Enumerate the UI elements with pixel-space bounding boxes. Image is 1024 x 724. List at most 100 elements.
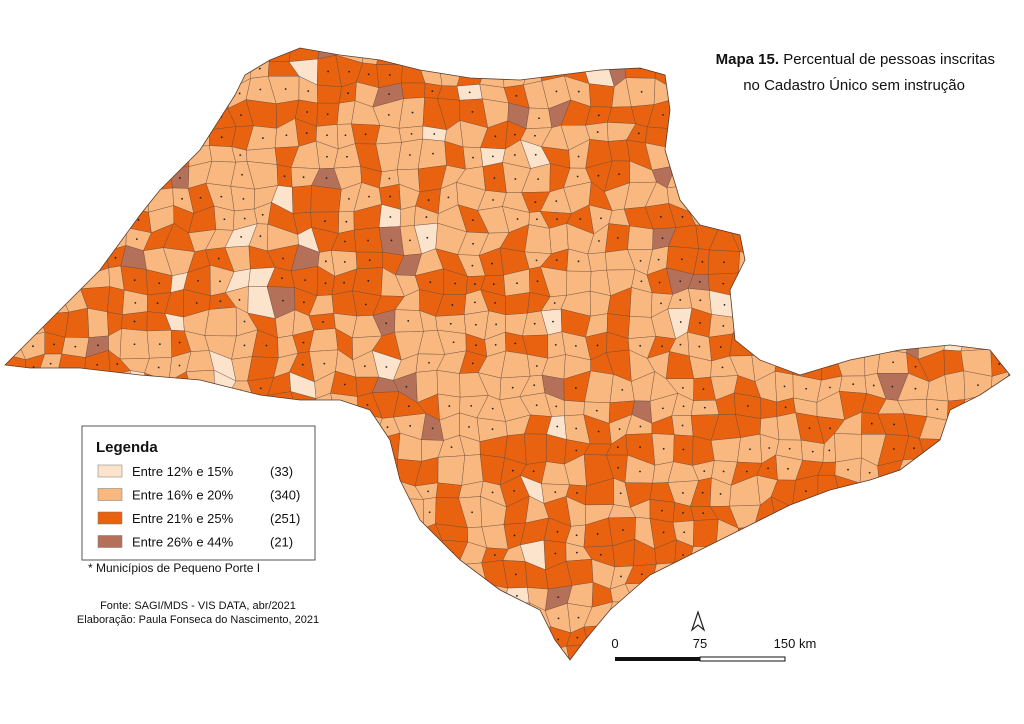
small-municipality-dot xyxy=(92,590,95,593)
municipality xyxy=(718,690,735,715)
municipality xyxy=(793,183,822,214)
municipality xyxy=(843,145,864,172)
municipality xyxy=(1002,626,1010,647)
small-municipality-dot xyxy=(891,213,894,216)
municipality xyxy=(990,122,1010,146)
small-municipality-dot xyxy=(116,93,119,96)
municipality xyxy=(15,227,47,250)
small-municipality-dot xyxy=(450,51,453,54)
small-municipality-dot xyxy=(891,659,894,660)
small-municipality-dot xyxy=(363,365,366,368)
municipality xyxy=(312,539,341,566)
small-municipality-dot xyxy=(33,178,36,181)
municipality xyxy=(776,334,798,355)
small-municipality-dot xyxy=(364,303,367,306)
legend: Legenda Entre 12% e 15% (33) Entre 16% e 2… xyxy=(81,425,316,561)
municipality xyxy=(246,669,277,691)
municipality xyxy=(754,295,773,314)
municipality xyxy=(0,670,22,687)
small-municipality-dot xyxy=(428,533,430,536)
legend-count: (21) xyxy=(270,535,293,550)
small-municipality-dot xyxy=(721,115,723,118)
small-municipality-dot xyxy=(343,261,346,263)
municipality xyxy=(14,564,45,592)
small-municipality-dot xyxy=(829,678,831,680)
municipality xyxy=(793,252,823,269)
small-municipality-dot xyxy=(516,282,518,285)
small-municipality-dot xyxy=(347,49,350,52)
municipality xyxy=(100,646,131,660)
municipality xyxy=(225,399,258,421)
municipality xyxy=(5,82,27,107)
small-municipality-dot xyxy=(493,177,496,179)
small-municipality-dot xyxy=(326,113,329,116)
small-municipality-dot xyxy=(702,196,705,199)
small-municipality-dot xyxy=(133,593,136,596)
municipality xyxy=(56,562,82,582)
municipality xyxy=(1004,674,1024,697)
small-municipality-dot xyxy=(367,574,370,577)
small-municipality-dot xyxy=(388,533,390,536)
municipality xyxy=(1003,500,1010,528)
small-municipality-dot xyxy=(258,67,261,70)
municipality xyxy=(528,673,547,695)
small-municipality-dot xyxy=(388,74,391,76)
small-municipality-dot xyxy=(302,176,305,179)
municipality xyxy=(228,622,252,652)
small-municipality-dot xyxy=(557,596,560,599)
small-municipality-dot xyxy=(427,50,430,53)
small-municipality-dot xyxy=(557,617,560,620)
small-municipality-dot xyxy=(243,344,246,347)
municipality xyxy=(967,306,990,335)
small-municipality-dot xyxy=(494,343,497,346)
small-municipality-dot xyxy=(348,197,350,200)
municipality xyxy=(16,191,49,213)
municipality xyxy=(414,539,443,565)
municipality xyxy=(646,582,670,609)
municipality xyxy=(772,310,797,338)
small-municipality-dot xyxy=(303,574,306,577)
municipality xyxy=(80,667,105,687)
small-municipality-dot xyxy=(175,48,178,51)
municipality xyxy=(379,691,402,710)
municipality xyxy=(1005,266,1010,298)
small-municipality-dot xyxy=(766,343,768,346)
small-municipality-dot xyxy=(765,679,767,681)
municipality xyxy=(821,541,844,567)
municipality xyxy=(984,502,1010,526)
municipality xyxy=(962,439,985,460)
small-municipality-dot xyxy=(575,492,578,494)
municipality xyxy=(268,48,292,62)
municipality xyxy=(962,202,989,233)
small-municipality-dot xyxy=(178,154,181,157)
municipality xyxy=(582,687,605,712)
small-municipality-dot xyxy=(806,363,809,366)
small-municipality-dot xyxy=(724,555,727,558)
municipality xyxy=(982,690,1005,709)
municipality xyxy=(46,139,66,171)
small-municipality-dot xyxy=(1017,450,1019,452)
small-municipality-dot xyxy=(385,658,388,660)
municipality xyxy=(919,603,947,634)
municipality xyxy=(377,584,396,612)
municipality xyxy=(186,622,213,649)
municipality xyxy=(402,546,425,565)
small-municipality-dot xyxy=(368,195,370,198)
municipality xyxy=(581,48,608,63)
small-municipality-dot xyxy=(450,638,452,641)
municipality xyxy=(1004,690,1024,715)
small-municipality-dot xyxy=(96,115,99,117)
municipality xyxy=(316,477,341,503)
municipality xyxy=(1006,84,1010,101)
small-municipality-dot xyxy=(786,552,789,555)
small-municipality-dot xyxy=(704,70,707,72)
small-municipality-dot xyxy=(786,173,789,176)
municipality xyxy=(770,104,798,130)
municipality xyxy=(884,118,906,147)
small-municipality-dot xyxy=(894,301,897,303)
municipality xyxy=(14,605,46,634)
municipality xyxy=(395,685,425,716)
small-municipality-dot xyxy=(724,576,727,579)
municipality xyxy=(918,307,947,339)
municipality xyxy=(604,667,628,689)
